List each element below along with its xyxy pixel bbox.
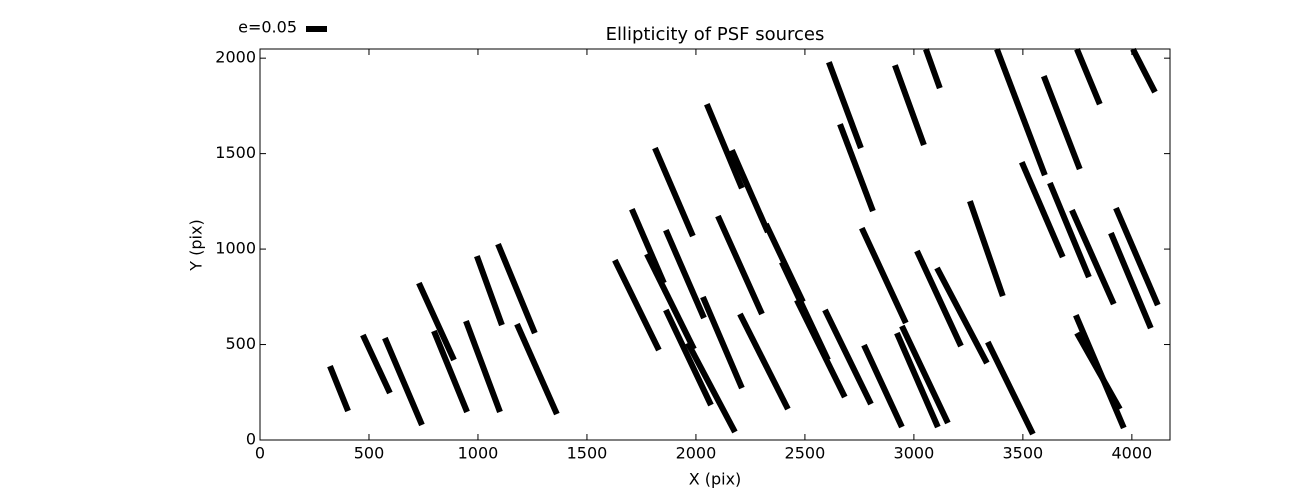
x-tick-label: 500	[354, 444, 385, 463]
ellipticity-stick	[894, 331, 941, 429]
ellipticity-stick	[861, 343, 905, 429]
chart-title: Ellipticity of PSF sources	[606, 24, 825, 45]
x-tick-label: 1500	[567, 444, 608, 463]
ellipticity-stick	[729, 148, 771, 234]
ellipticity-stick	[1113, 206, 1161, 307]
ellipticity-stick	[715, 214, 765, 316]
ellipticity-stick	[629, 207, 667, 285]
legend-label: e=0.05	[238, 18, 297, 37]
ellipticity-stick	[1130, 47, 1158, 94]
ellipticity-stick	[700, 295, 745, 390]
y-tick-label: 500	[225, 334, 256, 353]
ellipticity-stick	[1041, 75, 1083, 171]
ellipticity-stick	[704, 103, 745, 190]
ellipticity-stick	[1019, 161, 1066, 259]
ellipticity-stick	[967, 200, 1006, 298]
ellipticity-stick	[914, 249, 964, 348]
ellipticity-stick	[327, 364, 351, 413]
x-tick-label: 0	[255, 444, 265, 463]
ellipticity-stick	[1074, 331, 1123, 411]
x-tick-label: 4000	[1111, 444, 1152, 463]
y-tick-label: 0	[246, 430, 256, 449]
x-tick-label: 2500	[785, 444, 826, 463]
ellipticity-stick	[514, 322, 560, 416]
x-tick-label: 3000	[894, 444, 935, 463]
ellipticity-stick	[859, 226, 909, 325]
ellipticity-stick	[826, 61, 864, 150]
ellipticity-stick	[431, 329, 470, 414]
ellipticity-stick	[463, 320, 503, 413]
y-tick-label: 2000	[215, 48, 256, 67]
ellipticity-stick	[644, 252, 697, 351]
x-tick-label: 1000	[458, 444, 499, 463]
ellipticity-stick	[794, 298, 848, 399]
ellipticity-stick	[1074, 48, 1103, 106]
ellipticity-stick	[899, 324, 951, 425]
ellipticity-stick	[994, 48, 1048, 177]
ellipticity-stick	[663, 308, 714, 407]
x-tick-label: 3500	[1003, 444, 1044, 463]
ellipticity-stick	[612, 258, 662, 352]
ellipticity-stick	[923, 48, 943, 90]
ellipticity-stick	[837, 123, 876, 213]
ellipticity-stick	[737, 312, 791, 411]
ellipticity-stick	[1108, 231, 1154, 330]
x-tick-label: 2000	[676, 444, 717, 463]
ellipticity-stick	[416, 281, 457, 362]
ellipticity-stick	[360, 333, 393, 395]
ellipticity-stick	[474, 255, 505, 327]
x-axis-label: X (pix)	[689, 470, 742, 489]
ellipticity-stick	[892, 64, 927, 147]
ellipticity-stick	[495, 242, 538, 335]
ellipticity-stick	[663, 228, 707, 320]
ellipticity-stick	[382, 336, 425, 427]
ellipticity-stick	[1047, 181, 1092, 279]
ellipticity-stick	[652, 146, 696, 238]
ellipticity-stick	[1069, 208, 1117, 306]
y-tick-label: 1000	[215, 239, 256, 258]
ellipticity-stick	[985, 340, 1036, 436]
y-tick-label: 1500	[215, 143, 256, 162]
ellipticity-stick	[934, 266, 990, 365]
ellipticity-stick	[685, 341, 738, 434]
plot-frame	[259, 48, 1171, 441]
ellipticity-stick	[822, 308, 874, 406]
y-axis-label: Y (pix)	[187, 219, 206, 271]
